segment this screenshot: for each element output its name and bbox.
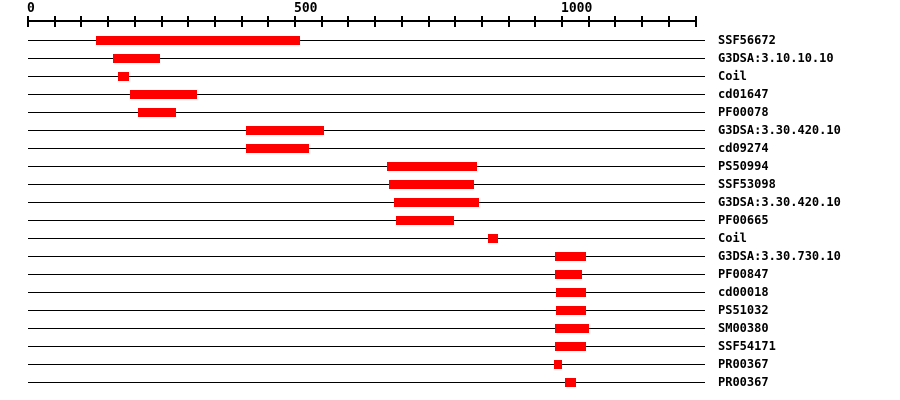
axis-tick bbox=[213, 16, 216, 27]
feature-row-line bbox=[28, 202, 705, 203]
axis-tick bbox=[694, 16, 697, 27]
axis-tick bbox=[53, 16, 56, 27]
feature-bar bbox=[555, 342, 587, 351]
axis-tick bbox=[267, 16, 270, 27]
feature-bar bbox=[129, 90, 197, 99]
feature-row-line bbox=[28, 166, 705, 167]
feature-label: G3DSA:3.30.420.10 bbox=[718, 123, 841, 137]
axis-tick bbox=[133, 16, 136, 27]
feature-row-line bbox=[28, 148, 705, 149]
feature-label: SM00380 bbox=[718, 321, 769, 335]
axis-tick bbox=[641, 16, 644, 27]
feature-label: Coil bbox=[718, 69, 747, 83]
feature-label: Coil bbox=[718, 231, 747, 245]
feature-row-line bbox=[28, 292, 705, 293]
feature-bar bbox=[138, 108, 176, 117]
axis-tick bbox=[320, 16, 323, 27]
feature-bar bbox=[553, 360, 562, 369]
feature-row-line bbox=[28, 76, 705, 77]
feature-bar bbox=[245, 144, 309, 153]
feature-bar bbox=[118, 72, 129, 81]
feature-label: SSF53098 bbox=[718, 177, 776, 191]
feature-bar bbox=[95, 36, 300, 45]
feature-bar bbox=[556, 306, 587, 315]
feature-bar bbox=[395, 216, 455, 225]
axis-tick bbox=[561, 16, 563, 27]
feature-label: PF00665 bbox=[718, 213, 769, 227]
axis-tick bbox=[294, 16, 296, 27]
axis-tick bbox=[107, 16, 110, 27]
feature-bar bbox=[555, 252, 587, 261]
feature-row-line bbox=[28, 94, 705, 95]
feature-label: G3DSA:3.30.420.10 bbox=[718, 195, 841, 209]
feature-row-line bbox=[28, 58, 705, 59]
feature-bar bbox=[386, 162, 478, 171]
feature-bar bbox=[245, 126, 324, 135]
feature-row-line bbox=[28, 220, 705, 221]
feature-label: cd01647 bbox=[718, 87, 769, 101]
feature-row-line bbox=[28, 346, 705, 347]
feature-row-line bbox=[28, 130, 705, 131]
feature-label: PF00847 bbox=[718, 267, 769, 281]
axis-tick-label: 1000 bbox=[561, 1, 593, 16]
feature-bar bbox=[388, 180, 474, 189]
feature-label: cd00018 bbox=[718, 285, 769, 299]
axis-tick bbox=[507, 16, 510, 27]
feature-row-line bbox=[28, 256, 705, 257]
feature-bar bbox=[112, 54, 160, 63]
feature-label: SSF54171 bbox=[718, 339, 776, 353]
axis-tick bbox=[587, 16, 590, 27]
feature-label: PR00367 bbox=[718, 357, 769, 371]
feature-row-line bbox=[28, 112, 705, 113]
feature-bar bbox=[393, 198, 479, 207]
axis-tick bbox=[480, 16, 483, 27]
feature-label: cd09274 bbox=[718, 141, 769, 155]
axis-tick bbox=[80, 16, 83, 27]
axis-tick bbox=[534, 16, 537, 27]
axis-tick bbox=[427, 16, 430, 27]
axis-tick bbox=[400, 16, 403, 27]
axis-tick-label: 500 bbox=[294, 1, 318, 16]
feature-row-line bbox=[28, 364, 705, 365]
axis-tick bbox=[187, 16, 190, 27]
axis-tick bbox=[27, 16, 29, 27]
axis-tick bbox=[240, 16, 243, 27]
feature-label: PS51032 bbox=[718, 303, 769, 317]
axis-tick bbox=[160, 16, 163, 27]
feature-label: SSF56672 bbox=[718, 33, 776, 47]
feature-label: PF00078 bbox=[718, 105, 769, 119]
feature-row-line bbox=[28, 382, 705, 383]
axis-tick bbox=[347, 16, 350, 27]
axis-tick-label: 0 bbox=[27, 1, 35, 16]
feature-row-line bbox=[28, 310, 705, 311]
feature-bar bbox=[556, 288, 587, 297]
feature-label: G3DSA:3.10.10.10 bbox=[718, 51, 834, 65]
axis-tick bbox=[454, 16, 457, 27]
feature-bar bbox=[555, 270, 582, 279]
feature-label: PS50994 bbox=[718, 159, 769, 173]
feature-label: G3DSA:3.30.730.10 bbox=[718, 249, 841, 263]
feature-row-line bbox=[28, 40, 705, 41]
feature-bar bbox=[487, 234, 498, 243]
feature-label: PR00367 bbox=[718, 375, 769, 389]
axis-tick bbox=[374, 16, 377, 27]
feature-row-line bbox=[28, 328, 705, 329]
feature-bar bbox=[565, 378, 576, 387]
axis-line bbox=[28, 20, 696, 22]
feature-row-line bbox=[28, 274, 705, 275]
feature-row-line bbox=[28, 238, 705, 239]
axis-tick bbox=[614, 16, 617, 27]
axis-tick bbox=[667, 16, 670, 27]
feature-bar bbox=[555, 324, 589, 333]
feature-row-line bbox=[28, 184, 705, 185]
